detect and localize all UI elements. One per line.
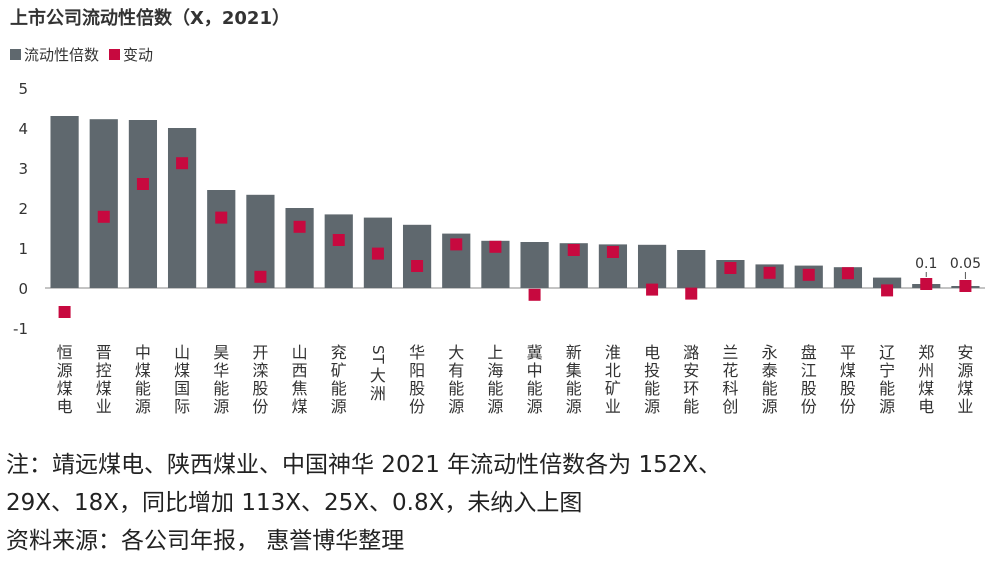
change-marker — [724, 262, 737, 274]
x-tick-label: 大洲 — [370, 366, 386, 403]
note-line-1: 注：靖远煤电、陕西煤业、中国神华 2021 年流动性倍数各为 152X、 — [6, 452, 722, 478]
bar — [637, 244, 667, 288]
legend-label-change: 变动 — [123, 46, 154, 64]
change-marker — [920, 278, 933, 290]
x-tick-label: 新集能源 — [566, 343, 582, 416]
change-marker — [176, 157, 189, 170]
x-tick-label: 潞安环能 — [683, 343, 699, 416]
change-marker — [293, 220, 306, 233]
change-marker — [881, 284, 894, 297]
x-tick-label: 电投能源 — [644, 343, 660, 416]
x-tick-label: 平煤股份 — [840, 343, 856, 416]
change-marker — [254, 270, 267, 283]
bar — [285, 208, 314, 288]
change-marker — [371, 247, 384, 260]
x-tick-label: 晋控煤业 — [96, 343, 112, 416]
change-marker — [606, 246, 619, 258]
x-tick-label: 兰花科创 — [722, 343, 738, 416]
x-tick-label: 上海能源 — [487, 343, 503, 416]
change-marker — [97, 210, 110, 223]
x-tick-label: 盘江股份 — [801, 343, 817, 416]
bar — [89, 119, 118, 288]
y-tick-label: 3 — [18, 160, 28, 178]
note-line-2: 29X、18X，同比增加 113X、25X、0.8X，未纳入上图 — [6, 490, 583, 516]
legend-label-liquidity: 流动性倍数 — [24, 46, 100, 64]
change-marker — [959, 280, 972, 292]
bar — [520, 242, 549, 288]
y-tick-label: 1 — [18, 240, 28, 258]
legend-item-change: 变动 — [109, 44, 153, 65]
change-marker — [841, 267, 854, 280]
x-tick-label: 昊华能源 — [213, 343, 229, 416]
chart-title: 上市公司流动性倍数（X，2021） — [10, 8, 290, 29]
x-tick-label: 山煤国际 — [174, 343, 190, 416]
bar — [207, 190, 236, 288]
data-label: 0.1 — [915, 256, 937, 272]
change-marker — [489, 240, 502, 253]
change-marker — [802, 268, 815, 281]
x-tick-label: 华阳股份 — [409, 343, 425, 416]
x-tick-label: 山西焦煤 — [292, 343, 308, 416]
bar — [128, 120, 158, 288]
x-tick-label: 淮北矿业 — [605, 343, 621, 416]
bar — [167, 128, 197, 288]
y-tick-label: 0 — [18, 280, 28, 298]
x-tick-label: 冀中能源 — [527, 343, 543, 416]
change-marker — [685, 287, 698, 300]
change-marker — [58, 306, 71, 318]
legend-swatch-liquidity — [10, 49, 21, 60]
note-line-3: 资料来源：各公司年报， 惠誉博华整理 — [6, 528, 405, 554]
bar-chart: -1 0 1 2 3 4 5 恒源煤电 晋控煤业 中煤能源 山煤国际 昊华能源 开滦股份 山西焦煤 兖矿能源… — [13, 80, 985, 416]
legend: 流动性倍数 变动 — [10, 44, 163, 65]
change-marker — [646, 283, 659, 296]
legend-item-liquidity: 流动性倍数 — [10, 44, 99, 65]
bar — [402, 224, 432, 288]
legend-swatch-change — [109, 49, 121, 60]
bar — [677, 250, 706, 288]
x-tick-label: 永泰能源 — [762, 343, 778, 416]
change-marker — [136, 178, 149, 190]
y-tick-label: -1 — [13, 320, 28, 338]
bar — [872, 277, 902, 288]
notes: 注：靖远煤电、陕西煤业、中国神华 2021 年流动性倍数各为 152X、 29X… — [6, 446, 721, 560]
change-marker — [215, 211, 228, 224]
x-tick-label: 中煤能源 — [135, 343, 151, 416]
y-tick-label: 2 — [18, 200, 28, 218]
x-tick-label-prefix: ST — [369, 345, 387, 365]
change-marker — [763, 266, 776, 279]
x-tick-label: 辽宁能源 — [879, 343, 895, 416]
x-tick-label: 兖矿能源 — [331, 343, 347, 416]
y-tick-label: 4 — [18, 120, 28, 138]
x-tick-label: 恒源煤电 — [57, 343, 73, 416]
x-tick-label: 郑州煤电 — [918, 343, 934, 416]
data-label: 0.05 — [950, 256, 981, 272]
x-tick-label: 开滦股份 — [252, 343, 268, 416]
change-marker — [528, 288, 541, 301]
change-marker — [332, 234, 345, 246]
change-marker — [567, 244, 580, 256]
bar — [324, 214, 353, 288]
x-tick-label: 大有能源 — [448, 343, 464, 416]
change-marker — [411, 260, 424, 272]
bar — [50, 116, 79, 288]
change-marker — [450, 238, 463, 251]
x-tick-label: 安源煤业 — [957, 343, 973, 416]
y-tick-label: 5 — [18, 80, 28, 98]
